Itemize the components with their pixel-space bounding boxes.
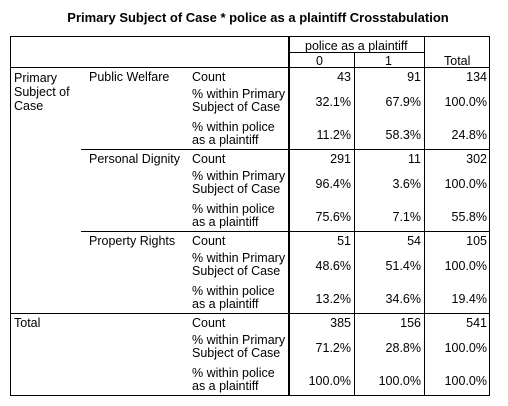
group-label-personal-dignity: Personal Dignity: [89, 152, 181, 166]
cell: 58.3%: [385, 128, 421, 142]
cell: 13.2%: [315, 292, 351, 306]
group-divider-2: [81, 231, 489, 232]
cell: 67.9%: [385, 95, 421, 109]
cell: 96.4%: [315, 177, 351, 191]
cell: 100.0%: [444, 259, 487, 273]
cell: 43: [337, 70, 351, 84]
cell: 385: [330, 316, 351, 330]
cell: 100.0%: [444, 374, 487, 388]
header-col-total: Total: [444, 54, 471, 68]
header-group-label: police as a plaintiff: [305, 40, 408, 53]
cell: 302: [466, 152, 487, 166]
cell: 100.0%: [444, 341, 487, 355]
cell: 100.0%: [308, 374, 351, 388]
cell: 134: [466, 70, 487, 84]
group-label-property-rights: Property Rights: [89, 234, 176, 248]
cell: 51.4%: [385, 259, 421, 273]
stat-label-within-primary: % within Primary Subject of Case: [192, 251, 286, 278]
stat-label-within-primary: % within Primary Subject of Case: [192, 169, 286, 196]
stat-label-count: Count: [192, 70, 226, 84]
header-col-1: 1: [385, 54, 392, 68]
total-label: Total: [14, 316, 41, 330]
header-group-line: [289, 52, 425, 53]
stat-label-count: Count: [192, 152, 226, 166]
header-bottom-line: [11, 67, 489, 68]
crosstab-table: police as a plaintiff 0 1 Total Primary …: [10, 36, 490, 396]
cell: 100.0%: [378, 374, 421, 388]
row-header-divider: [288, 37, 290, 395]
cell: 55.8%: [451, 210, 487, 224]
group-label-public-welfare: Public Welfare: [89, 70, 170, 84]
cell: 541: [466, 316, 487, 330]
col-divider-0-1: [354, 52, 355, 395]
total-divider: [11, 313, 489, 314]
cell: 75.6%: [315, 210, 351, 224]
cell: 100.0%: [444, 95, 487, 109]
stat-label-within-police: % within police as a plaintiff: [192, 120, 275, 147]
cell: 24.8%: [451, 128, 487, 142]
cell: 156: [400, 316, 421, 330]
stat-label-within-police: % within police as a plaintiff: [192, 284, 275, 311]
cell: 19.4%: [451, 292, 487, 306]
cell: 54: [407, 234, 421, 248]
stat-label-within-police: % within police as a plaintiff: [192, 366, 275, 393]
stat-label-within-primary: % within Primary Subject of Case: [192, 87, 286, 114]
cell: 48.6%: [315, 259, 351, 273]
stat-label-within-primary: % within Primary Subject of Case: [192, 333, 286, 360]
group-divider-1: [81, 149, 489, 150]
cell: 91: [407, 70, 421, 84]
cell: 51: [337, 234, 351, 248]
cell: 105: [466, 234, 487, 248]
cell: 7.1%: [392, 210, 422, 224]
cell: 100.0%: [444, 177, 487, 191]
header-col-0: 0: [316, 54, 323, 68]
stat-label-count: Count: [192, 234, 226, 248]
cell: 28.8%: [385, 341, 421, 355]
cell: 291: [330, 152, 351, 166]
row-variable-label: Primary Subject of Case: [14, 71, 70, 113]
table-title: Primary Subject of Case * police as a pl…: [67, 10, 449, 25]
stat-label-within-police: % within police as a plaintiff: [192, 202, 275, 229]
cell: 71.2%: [315, 341, 351, 355]
cell: 32.1%: [315, 95, 351, 109]
stat-label-count: Count: [192, 316, 226, 330]
col-divider-1-total: [424, 37, 425, 395]
cell: 11: [408, 152, 421, 166]
cell: 3.6%: [392, 177, 422, 191]
cell: 11.2%: [316, 128, 351, 142]
cell: 34.6%: [385, 292, 421, 306]
